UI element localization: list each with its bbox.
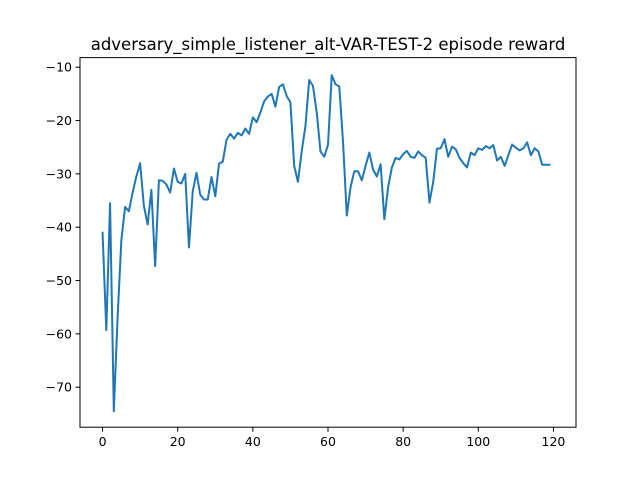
x-tick-label: 60 — [320, 434, 336, 449]
x-tick-label: 40 — [245, 434, 261, 449]
series-group — [101, 74, 551, 413]
x-tick-label: 80 — [395, 434, 411, 449]
x-tick-label: 100 — [466, 434, 490, 449]
y-tick-label: −60 — [46, 326, 72, 341]
y-tick-label: −50 — [46, 273, 72, 288]
y-tick-label: −70 — [46, 380, 72, 395]
x-axis: 0 20 40 60 80 100 120 — [99, 427, 566, 449]
x-tick-label: 20 — [170, 434, 186, 449]
x-tick-label: 120 — [542, 434, 566, 449]
y-tick-label: −30 — [46, 166, 72, 181]
y-tick-label: −10 — [46, 60, 72, 75]
y-axis: −70 −60 −50 −40 −30 −20 −10 — [46, 60, 80, 395]
chart-title: adversary_simple_listener_alt-VAR-TEST-2… — [91, 35, 566, 55]
series-line — [101, 74, 551, 413]
y-tick-label: −20 — [46, 113, 72, 128]
x-tick-label: 0 — [99, 434, 107, 449]
y-tick-label: −40 — [46, 220, 72, 235]
